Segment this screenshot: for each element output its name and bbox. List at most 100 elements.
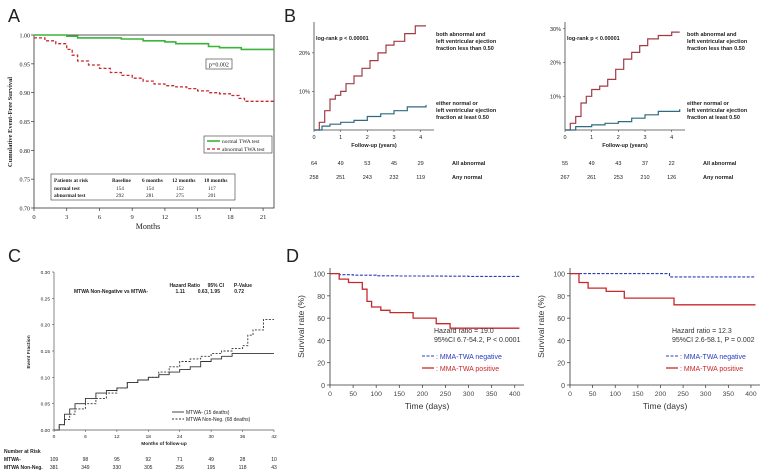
panel-c-ytick-label: 0.10 <box>41 375 51 381</box>
panel-a-xtick-label: 15 <box>194 214 201 221</box>
panel-b-left-risk-label: Any normal <box>452 175 483 181</box>
panel-d-left-negative-curve <box>330 273 520 277</box>
panel-b-right-risk-value: 126 <box>667 175 676 181</box>
panel-a-risk-table <box>50 173 236 201</box>
panel-b-left-risk-value: 49 <box>338 161 344 167</box>
panel-c-risk-value: 349 <box>81 465 90 471</box>
panel-d-right-legend-negative: : MMA-TWA negative <box>680 354 746 361</box>
panel-b-right-risk-value: 261 <box>587 175 596 181</box>
panel-c-xtick-label: 18 <box>146 434 152 440</box>
panel-d-left-ytick-label: 100 <box>313 272 325 279</box>
panel-d-left-ytick-label: 60 <box>317 316 325 323</box>
panel-d-left-xtick-label: 300 <box>463 391 475 398</box>
panel-a-risk-header: 6 months <box>142 178 163 184</box>
panel-b-left-risk-value: 232 <box>389 175 398 181</box>
panel-c-risk-value: 71 <box>177 457 183 463</box>
panel-b-left-label-top-line: fraction less than 0.50 <box>436 46 494 52</box>
panel-d-left-ytick-label: 0 <box>321 383 325 390</box>
panel-c-hr-row-label: MTWA Non-Negative vs MTWA- <box>74 289 148 295</box>
panel-a-risk-value: 152 <box>176 186 184 192</box>
panel-a-xtick-label: 18 <box>227 214 234 221</box>
panel-b-left-ytick-label: 20% <box>299 51 310 57</box>
panel-b-right-logrank: log-rank p < 0.00001 <box>567 36 620 42</box>
panel-b-right-label-top-line: fraction less than 0.50 <box>687 46 745 52</box>
panel-a-risk-header: Patients at risk <box>54 178 88 184</box>
panel-b-right-xtick-label: 1 <box>590 135 593 141</box>
panel-c-ytick-label: 0.20 <box>41 323 51 329</box>
panel-c-risk-value: 49 <box>208 457 214 463</box>
panel-d-right-legend-positive: : MMA-TWA positive <box>680 366 743 373</box>
panel-b-left-normal-curve <box>314 104 427 131</box>
panel-d-left-xtick-label: 350 <box>486 391 498 398</box>
panel-b-left-logrank: log-rank p < 0.00001 <box>316 36 369 42</box>
panel-a-letter: A <box>8 6 20 26</box>
panel-b-right-xtick-label: 0 <box>563 135 566 141</box>
panel-b-right-risk-value: 55 <box>562 161 568 167</box>
panel-b-left-label-bottom-line: either normal or <box>436 101 479 107</box>
panel-b-right-xtick-label: 4 <box>670 135 673 141</box>
panel-b-right-risk-value: 267 <box>560 175 569 181</box>
panel-a-risk-row-label: normal test <box>54 186 80 192</box>
panel-d-right-xtick-label: 200 <box>655 391 667 398</box>
panel-b-right-abnormal-curve <box>565 31 680 131</box>
panel-d-right-ytick-label: 0 <box>561 383 565 390</box>
panel-b-right-risk-value: 22 <box>669 161 675 167</box>
panel-c-ytick-label: 0.00 <box>41 428 51 434</box>
panel-b-left-label-bottom-line: fraction at least 0.50 <box>436 115 489 121</box>
panel-a-ytick-label: 0.90 <box>20 91 31 97</box>
panel-d-right-ytick-label: 100 <box>553 272 565 279</box>
panel-c-risk-value: 92 <box>146 457 152 463</box>
panel-c-p-value: 0.72 <box>234 289 244 295</box>
panel-b-right-ytick-label: 20% <box>550 61 561 67</box>
panel-b-right-ytick-label: 10% <box>550 94 561 100</box>
panel-a-normal-curve <box>34 34 274 51</box>
panel-b-left-ytick-label: 10% <box>299 89 310 95</box>
panel-b-right-ytick-label: 30% <box>550 27 561 33</box>
panel-c-legend-nonneg: MTWA Non-Neg. (68 deaths) <box>186 417 251 423</box>
panel-d-right-xtick-label: 50 <box>589 391 597 398</box>
panel-b-right-risk-label: All abnormal <box>703 161 737 167</box>
panel-a-ytick-label: 1.00 <box>20 34 31 40</box>
panel-d-right-xtick-label: 100 <box>610 391 622 398</box>
panel-c-risk-value: 95 <box>114 457 120 463</box>
panel-b-right-label-top-line: left ventricular ejection <box>687 39 748 45</box>
panel-b-left-risk-value: 29 <box>418 161 424 167</box>
panel-d-right-ci: 95%CI 2.6-58.1, P = 0.002 <box>672 337 755 344</box>
panel-c-risk-value: 118 <box>239 465 247 471</box>
panel-b-right-normal-curve <box>565 109 681 131</box>
panel-a-risk-row-label: abnormal test <box>54 193 86 199</box>
panel-c-ytick-label: 0.30 <box>41 270 51 276</box>
panel-d-left-xtick-label: 200 <box>417 391 429 398</box>
panel-d-left-ci: 95%CI 6.7-54.2, P < 0.0001 <box>434 337 521 344</box>
panel-c-risk-value: 305 <box>144 465 153 471</box>
panel-c-risk-value: 330 <box>113 465 122 471</box>
panel-b-left-xtick-label: 4 <box>419 135 422 141</box>
panel-c-ytick-label: 0.15 <box>41 349 51 355</box>
panel-a-ytick-label: 0.85 <box>20 120 31 126</box>
panel-d-left-ytick-label: 40 <box>317 338 325 345</box>
panel-b-left-risk-value: 251 <box>336 175 345 181</box>
panel-b-right-risk-value: 43 <box>615 161 621 167</box>
panel-a-pvalue: p=0.002 <box>209 63 229 69</box>
panel-b-left-xtick-label: 2 <box>366 135 369 141</box>
panel-b-left-risk-value: 119 <box>416 175 425 181</box>
panel-c-xtick-label: 42 <box>271 434 277 440</box>
panel-b-right-label-bottom-line: either normal or <box>687 101 730 107</box>
panel-d-right-xtick-label: 150 <box>632 391 644 398</box>
panel-d-right-ytick-label: 40 <box>557 338 565 345</box>
panel-b-left-risk-value: 258 <box>309 175 318 181</box>
panel-d-right-ytick-label: 80 <box>557 294 565 301</box>
panel-b-right-xtick-label: 3 <box>643 135 646 141</box>
panel-d-left-ylabel: Survival rate (%) <box>296 295 306 358</box>
panel-a-risk-header: Baseline <box>112 178 131 184</box>
panel-c-legend-neg: MTWA- (15 deaths) <box>186 410 230 416</box>
panel-a-ytick-label: 0.75 <box>20 178 31 184</box>
panel-d-left-legend-positive: : MMA-TWA positive <box>436 366 499 373</box>
panel-d-left-xtick-label: 50 <box>349 391 357 398</box>
panel-a-xtick-label: 9 <box>131 214 134 221</box>
panel-b-left-risk-value: 45 <box>391 161 397 167</box>
panel-a-risk-value: 292 <box>116 193 124 199</box>
panel-c-risk-value: 109 <box>50 457 59 463</box>
panel-c-p-header: P-Value <box>234 283 252 289</box>
